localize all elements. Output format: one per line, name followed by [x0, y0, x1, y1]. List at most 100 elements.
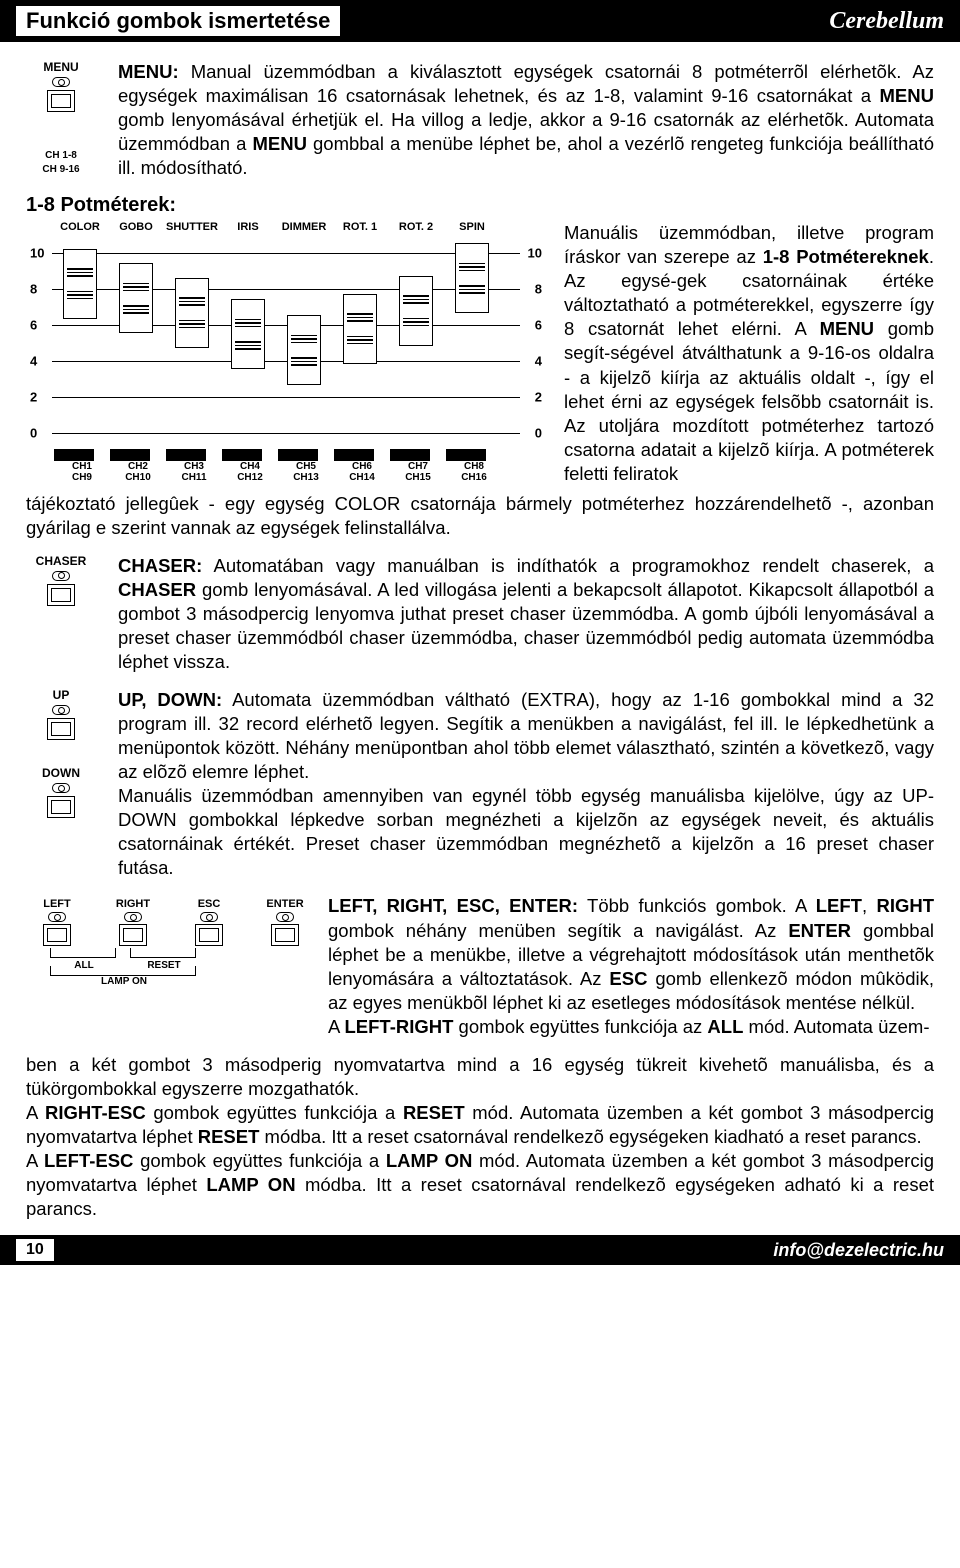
chaser-text: CHASER: Automatában vagy manuálban is in… [118, 554, 934, 674]
led-icon [52, 705, 70, 715]
button-icon [43, 924, 71, 946]
header-title: Funkció gombok ismertetése [16, 6, 340, 36]
y-tick-right: 2 [535, 390, 542, 405]
menu-section: MENU CH 1-8 CH 9-16 MENU: Manual üzemmód… [26, 60, 934, 180]
button-icon [119, 924, 147, 946]
channel-label: CH15 [390, 472, 446, 483]
y-tick-right: 0 [535, 426, 542, 441]
fader-knob [231, 299, 265, 369]
up-label: UP [53, 688, 70, 702]
nav-button: ENTER [264, 898, 306, 946]
nav-after-text: ben a két gombot 3 másodperig nyomvatart… [26, 1053, 934, 1221]
fader-knob [119, 263, 153, 333]
pot-header: ROT. 1 [332, 221, 388, 233]
chaser-label: CHASER [36, 554, 87, 568]
fader-base [166, 449, 206, 461]
fader-base [222, 449, 262, 461]
nav-button-label: ESC [198, 898, 221, 910]
pots-after-text: tájékoztató jellegûek - egy egység COLOR… [26, 492, 934, 540]
channel-label: CH8 [446, 461, 502, 472]
pot-header: GOBO [108, 221, 164, 233]
page-number: 10 [16, 1239, 54, 1261]
pot-header: SHUTTER [164, 221, 220, 233]
pot-header: ROT. 2 [388, 221, 444, 233]
nav-button-label: ENTER [266, 898, 303, 910]
nav-text: LEFT, RIGHT, ESC, ENTER: Több funkciós g… [328, 894, 934, 1038]
nav-button: LEFT [36, 898, 78, 946]
fader-base [110, 449, 150, 461]
channel-label: CH16 [446, 472, 502, 483]
fader-base [390, 449, 430, 461]
button-icon [47, 90, 75, 112]
led-icon [48, 912, 66, 922]
nav-button-diagram: LEFTRIGHTESCENTER ALL RESET LAMP ON [26, 894, 306, 1038]
pot-header: COLOR [52, 221, 108, 233]
led-icon [52, 571, 70, 581]
pots-heading: 1-8 Potméterek: [26, 194, 934, 217]
channel-label: CH6 [334, 461, 390, 472]
channel-label: CH1 [54, 461, 110, 472]
menu-button-diagram: MENU CH 1-8 CH 9-16 [26, 60, 96, 180]
led-icon [200, 912, 218, 922]
fader-base [334, 449, 374, 461]
channel-label: CH4 [222, 461, 278, 472]
button-icon [47, 718, 75, 740]
header-bar: Funkció gombok ismertetése Cerebellum [0, 0, 960, 42]
nav-button: ESC [188, 898, 230, 946]
led-icon [52, 77, 70, 87]
button-icon [195, 924, 223, 946]
channel-label: CH12 [222, 472, 278, 483]
button-icon [47, 584, 75, 606]
pot-diagram: COLORGOBOSHUTTERIRISDIMMERROT. 1ROT. 2SP… [26, 221, 546, 486]
fader-knob [287, 315, 321, 385]
fader-knob [63, 249, 97, 319]
fader-base [446, 449, 486, 461]
nav-button-label: RIGHT [116, 898, 150, 910]
footer-bar: 10 info@dezelectric.hu [0, 1235, 960, 1265]
fader-base [54, 449, 94, 461]
fader-knob [399, 276, 433, 346]
channel-label: CH10 [110, 472, 166, 483]
header-brand: Cerebellum [829, 8, 944, 35]
updown-button-diagram: UP DOWN [26, 688, 96, 880]
y-tick-left: 4 [30, 354, 37, 369]
fader-knob [343, 294, 377, 364]
pots-section: COLORGOBOSHUTTERIRISDIMMERROT. 1ROT. 2SP… [26, 221, 934, 486]
channel-label: CH2 [110, 461, 166, 472]
ch-label-2: CH 9-16 [42, 164, 79, 175]
fader-knob [175, 278, 209, 348]
button-icon [47, 796, 75, 818]
led-icon [124, 912, 142, 922]
channel-label: CH7 [390, 461, 446, 472]
fader-base [278, 449, 318, 461]
down-label: DOWN [42, 766, 80, 780]
y-tick-left: 6 [30, 318, 37, 333]
channel-label: CH9 [54, 472, 110, 483]
pot-header: SPIN [444, 221, 500, 233]
y-tick-left: 10 [30, 246, 44, 261]
y-tick-right: 10 [528, 246, 542, 261]
chaser-section: CHASER CHASER: Automatában vagy manuálba… [26, 554, 934, 674]
nav-section: LEFTRIGHTESCENTER ALL RESET LAMP ON LEFT… [26, 894, 934, 1038]
y-tick-right: 6 [535, 318, 542, 333]
menu-text: MENU: Manual üzemmódban a kiválasztott e… [118, 60, 934, 180]
led-icon [52, 783, 70, 793]
bracket-lampon-label: LAMP ON [101, 976, 147, 987]
channel-label: CH14 [334, 472, 390, 483]
y-tick-right: 4 [535, 354, 542, 369]
footer-email: info@dezelectric.hu [773, 1240, 944, 1261]
chaser-button-diagram: CHASER [26, 554, 96, 674]
y-tick-left: 0 [30, 426, 37, 441]
nav-button-label: LEFT [43, 898, 71, 910]
channel-label: CH13 [278, 472, 334, 483]
menu-label: MENU [43, 60, 78, 74]
updown-text: UP, DOWN: Automata üzemmódban váltható (… [118, 688, 934, 880]
pot-header: DIMMER [276, 221, 332, 233]
channel-label: CH11 [166, 472, 222, 483]
led-icon [276, 912, 294, 922]
updown-section: UP DOWN UP, DOWN: Automata üzemmódban vá… [26, 688, 934, 880]
nav-button: RIGHT [112, 898, 154, 946]
channel-label: CH5 [278, 461, 334, 472]
ch-label-1: CH 1-8 [45, 150, 77, 161]
pot-header: IRIS [220, 221, 276, 233]
